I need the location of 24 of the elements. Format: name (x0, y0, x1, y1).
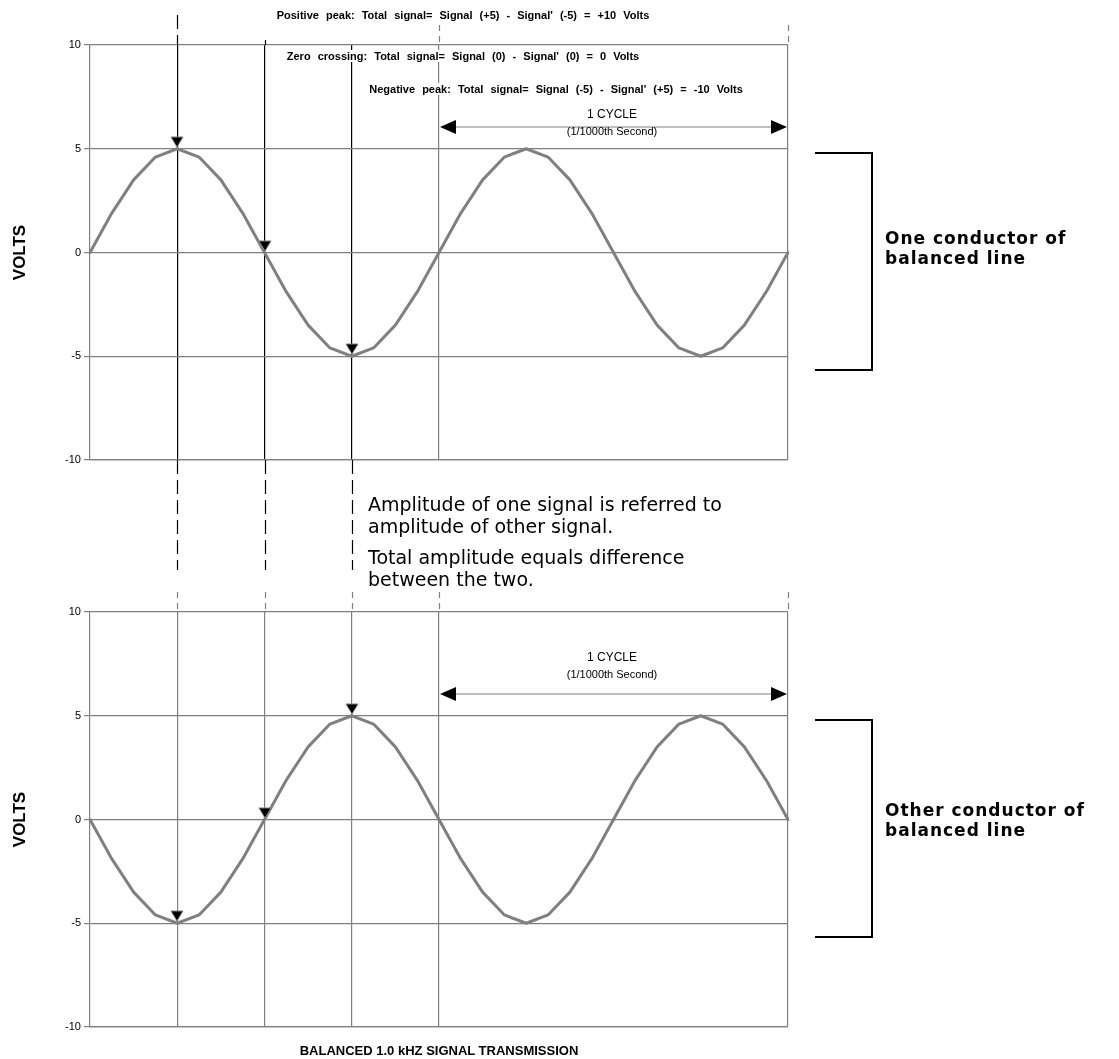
x-axis-title: BALANCED 1.0 kHZ SIGNAL TRANSMISSION (299, 1042, 579, 1058)
annotation: (1/1000th Second) (566, 125, 658, 137)
y-tick-label: -10 (65, 1020, 81, 1033)
y-tick-label: -10 (65, 453, 81, 466)
y-tick-label: -5 (71, 916, 81, 929)
annotation: 1 CYCLE (582, 650, 642, 664)
annotation: Negative peak: Total signal= Signal (-5) - Signal' (+5) = -10 Volts (369, 83, 743, 95)
text: One conductor of balanced line (885, 228, 1068, 268)
annotation: 1 CYCLE (582, 107, 642, 121)
y-tick-label: -5 (71, 349, 81, 362)
y-tick-label: 10 (68, 38, 81, 51)
text: Amplitude of one signal is referred to amplitude of other signal. (368, 493, 723, 537)
annotation: (1/1000th Second) (566, 668, 658, 680)
annotation: Zero crossing: Total signal= Signal (0) - Signal' (0) = 0 Volts (286, 50, 640, 62)
y-axis-title: VOLTS (9, 791, 29, 848)
y-tick-label: 5 (74, 141, 81, 154)
text: Other conductor of balanced line (885, 800, 1086, 840)
text: Positive peak: Total signal= Signal (+5) - Signal' (-5) = +10 Volts (276, 9, 650, 21)
text: Total amplitude equals difference between the two. (368, 546, 686, 590)
y-tick-label: 0 (74, 812, 81, 825)
y-axis-title: VOLTS (9, 224, 29, 281)
y-tick-label: 10 (68, 605, 81, 618)
y-tick-label: 5 (74, 708, 81, 721)
y-tick-label: 0 (74, 245, 81, 258)
